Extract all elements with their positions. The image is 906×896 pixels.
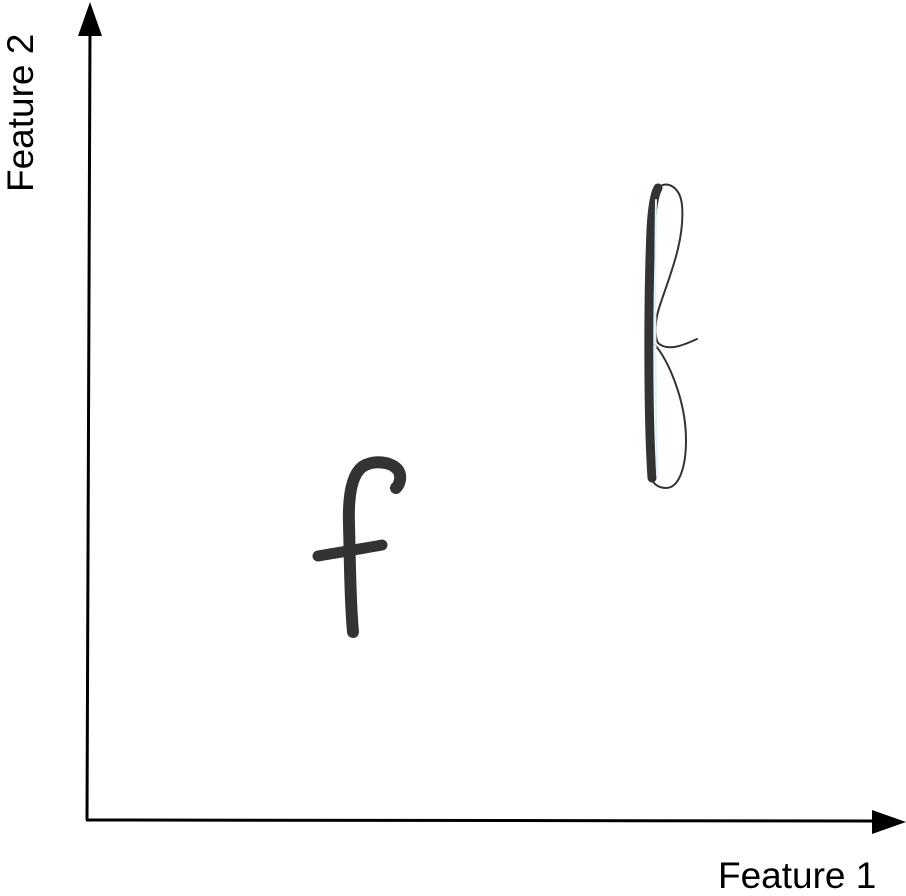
thin-f-loop: [654, 304, 698, 349]
x-axis-label: Feature 1: [718, 855, 877, 896]
y-axis: [78, 2, 102, 821]
bold-f-stem: [342, 456, 407, 638]
y-axis-arrowhead: [78, 2, 102, 36]
thin-f-glyph: [644, 183, 698, 490]
bold-f-crossbar: [312, 539, 388, 562]
thin-f-thick-stroke: [644, 183, 663, 483]
x-axis-line: [85, 818, 877, 823]
thin-f-highlight: [654, 199, 658, 476]
y-axis-line: [85, 27, 92, 821]
y-axis-label: Feature 2: [0, 33, 41, 192]
thin-f-outline: [651, 183, 688, 490]
bold-f-glyph: [312, 456, 407, 638]
x-axis: [85, 810, 906, 834]
x-axis-arrowhead: [872, 810, 906, 834]
